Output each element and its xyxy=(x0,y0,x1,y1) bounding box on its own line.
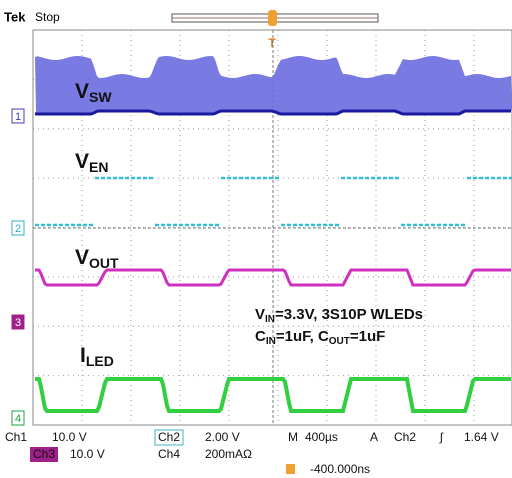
trace-label: VEN xyxy=(75,150,108,175)
label-text: V xyxy=(75,80,89,103)
annotation-text: =1uF, C xyxy=(276,328,329,345)
ch2-scale: 2.00 V xyxy=(205,430,240,444)
trigger-slope: ʃ xyxy=(439,430,444,444)
trace-label: VSW xyxy=(75,80,112,105)
trigger-source: Ch2 xyxy=(394,430,416,444)
annotation-line: VIN=3.3V, 3S10P WLEDs xyxy=(255,306,423,325)
trace-label: VOUT xyxy=(75,246,119,271)
view-marker xyxy=(268,10,277,26)
ch4-name: Ch4 xyxy=(158,447,180,461)
ch1-scale: 10.0 V xyxy=(52,430,87,444)
annotation-text: C xyxy=(255,328,266,345)
ch3-box xyxy=(30,447,58,462)
channel-marker-box xyxy=(11,410,25,426)
trigger-label: A xyxy=(370,430,378,444)
vsw-band xyxy=(35,56,512,113)
trigger-level: 1.64 V xyxy=(464,430,499,444)
subscript: LED xyxy=(86,353,114,369)
channel-marker: 2 xyxy=(15,223,21,235)
status-bar: Ch1 10.0 V Ch2 2.00 V M 400µs A Ch2 ʃ 1.… xyxy=(5,429,499,476)
channel-marker: 4 xyxy=(15,413,21,425)
annotation-text: =3.3V, 3S10P WLEDs xyxy=(275,306,423,323)
time-scale: 400µs xyxy=(305,430,338,444)
subscript: OUT xyxy=(329,336,350,347)
trigger-pos-icon xyxy=(286,464,295,474)
waveforms xyxy=(34,56,512,413)
brand: Tek xyxy=(4,9,26,24)
subscript: EN xyxy=(89,159,108,175)
ch4-scale: 200mAΩ xyxy=(205,447,252,461)
ch2-box xyxy=(154,429,184,446)
label-text: V xyxy=(75,150,89,173)
channel-marker-box xyxy=(11,220,25,236)
channel-marker: 3 xyxy=(15,317,21,329)
ch3-name: Ch3 xyxy=(33,447,55,461)
ch1-name: Ch1 xyxy=(5,430,27,444)
vout xyxy=(35,268,511,287)
trigger-position: -400.000ns xyxy=(310,462,370,476)
channel-marker-box xyxy=(11,314,25,330)
time-label: M xyxy=(288,430,298,444)
channel-marker: 1 xyxy=(15,111,21,123)
acq-state: Stop xyxy=(35,10,60,24)
subscript: IN xyxy=(265,314,275,325)
annotation-text: V xyxy=(255,306,265,323)
channel-marker-box xyxy=(11,108,25,124)
frame xyxy=(32,29,512,426)
trace-label: ILED xyxy=(80,344,114,369)
annotation-line: CIN=1uF, COUT=1uF xyxy=(255,328,385,347)
ch2-name: Ch2 xyxy=(158,430,180,444)
trigger-marker: T xyxy=(268,36,276,50)
label-text: I xyxy=(80,344,86,367)
vsw-bottom xyxy=(34,109,511,116)
subscript: SW xyxy=(89,89,112,105)
iled xyxy=(35,377,511,413)
label-text: V xyxy=(75,246,89,269)
annotation-text: =1uF xyxy=(350,328,385,345)
subscript: IN xyxy=(266,336,276,347)
ch3-scale: 10.0 V xyxy=(70,447,105,461)
subscript: OUT xyxy=(89,255,119,271)
